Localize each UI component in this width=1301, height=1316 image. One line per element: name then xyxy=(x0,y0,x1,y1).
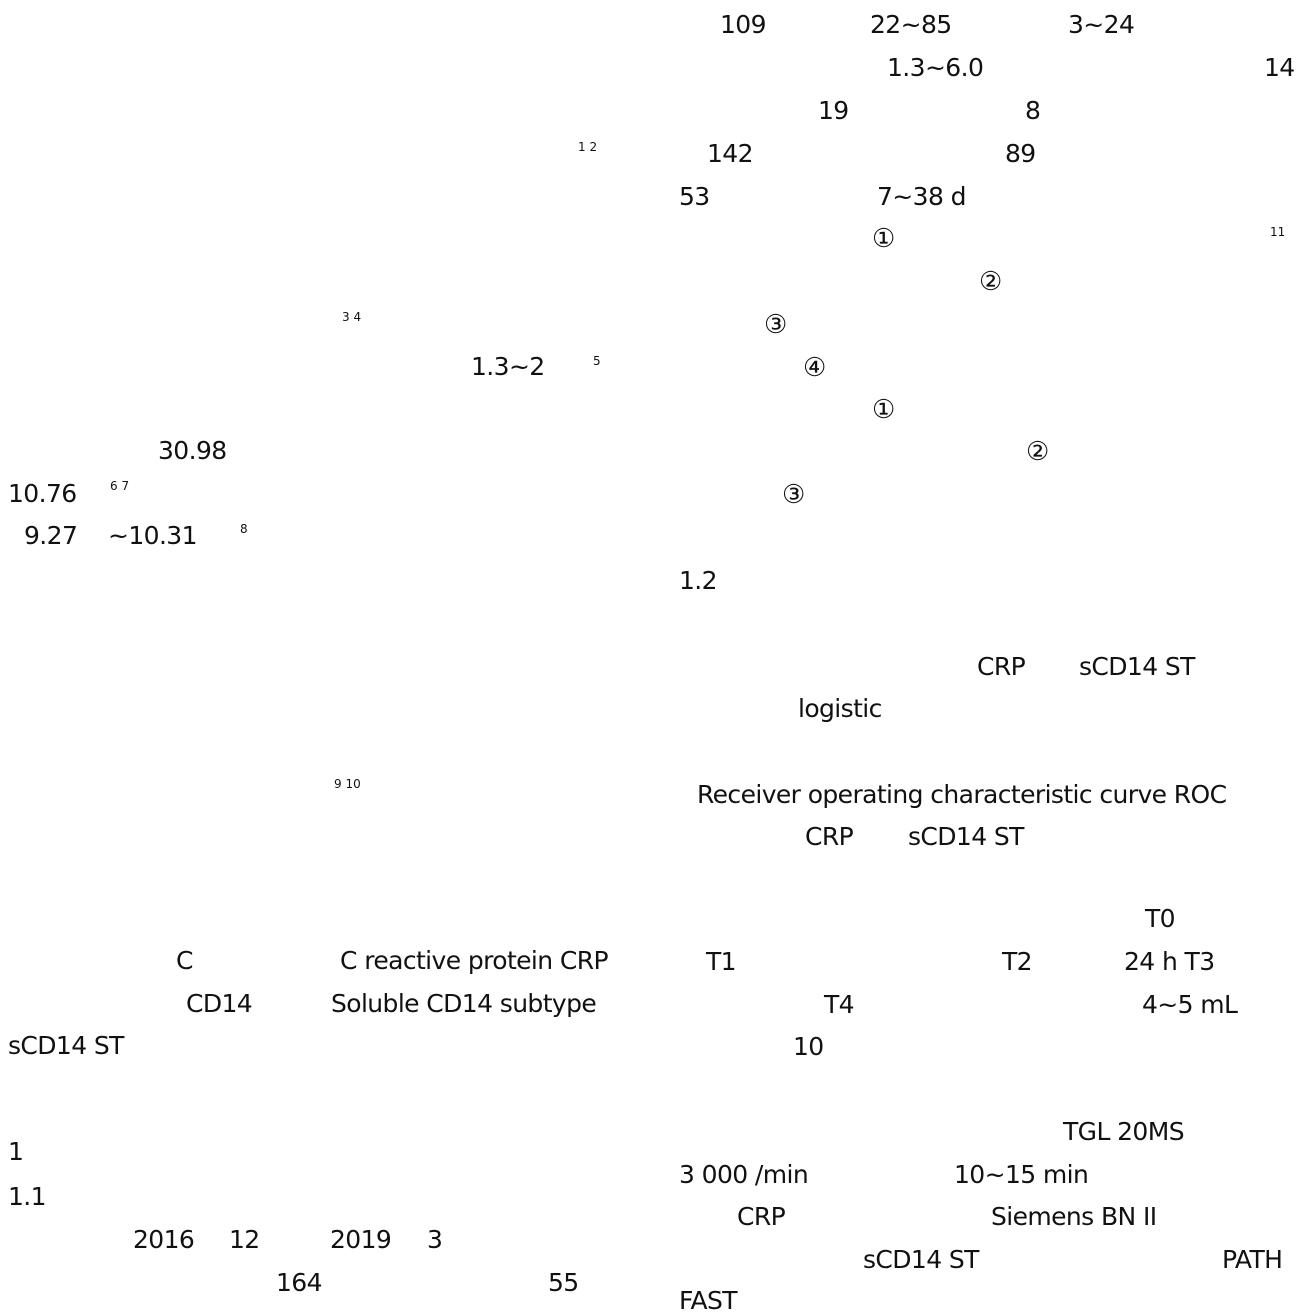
numeric-value: 10.76 xyxy=(8,479,77,508)
circled-numeral: ② xyxy=(1026,437,1049,467)
term-text: CRP xyxy=(805,822,854,851)
numeric-value: 19 xyxy=(818,96,849,125)
time-point: T0 xyxy=(1145,904,1176,933)
section-heading: 1 xyxy=(8,1137,24,1166)
numeric-value: 89 xyxy=(1005,139,1036,168)
time-point: T4 xyxy=(824,990,855,1019)
numeric-value: 3 xyxy=(427,1225,443,1254)
numeric-range: 1.3~6.0 xyxy=(887,53,984,82)
numeric-range: 22~85 xyxy=(870,10,952,39)
time-point: 24 h T3 xyxy=(1124,947,1215,976)
numeric-value: 30.98 xyxy=(158,436,227,465)
term-text: CD14 xyxy=(186,989,253,1018)
subsection-heading: 1.1 xyxy=(8,1182,47,1211)
numeric-value: 109 xyxy=(720,10,767,39)
right-column: 109 22~85 3~24 1.3~6.0 14 19 8 142 89 53… xyxy=(650,0,1301,1315)
citation-ref: 8 xyxy=(240,522,248,536)
term-text: FAST xyxy=(679,1286,738,1315)
numeric-range: 1.3~2 xyxy=(471,352,545,381)
circled-numeral: ④ xyxy=(803,353,826,383)
numeric-value: 10 xyxy=(793,1032,824,1061)
term-text: logistic xyxy=(798,694,882,723)
citation-ref: 3 4 xyxy=(342,310,362,324)
circled-numeral: ③ xyxy=(782,480,805,510)
numeric-value: 2016 xyxy=(133,1225,195,1254)
time-point: T2 xyxy=(1002,947,1033,976)
term-text: sCD14 ST xyxy=(863,1245,979,1274)
term-text: Siemens BN II xyxy=(991,1202,1157,1231)
term-text: TGL 20MS xyxy=(1063,1117,1185,1146)
term-text: PATH xyxy=(1222,1245,1283,1274)
term-text: C reactive protein CRP xyxy=(340,946,609,975)
citation-ref: 9 10 xyxy=(334,777,361,791)
term-text: sCD14 ST xyxy=(908,822,1024,851)
citation-ref: 6 7 xyxy=(110,479,130,493)
numeric-value: 142 xyxy=(707,139,754,168)
numeric-value: 10~15 min xyxy=(954,1160,1089,1189)
numeric-value: 14 xyxy=(1264,53,1295,82)
term-text: CRP xyxy=(977,652,1026,681)
term-text: sCD14 ST xyxy=(1079,652,1195,681)
numeric-value: 8 xyxy=(1025,96,1041,125)
subsection-heading: 1.2 xyxy=(679,566,718,595)
term-text: CRP xyxy=(737,1202,786,1231)
numeric-value: 164 xyxy=(276,1268,323,1297)
numeric-value: 55 xyxy=(548,1268,579,1297)
citation-ref: 1 2 xyxy=(578,140,598,154)
term-text: Soluble CD14 subtype xyxy=(331,989,597,1018)
citation-ref: 11 xyxy=(1270,225,1286,239)
numeric-range: 7~38 d xyxy=(877,182,966,211)
term-text: Receiver operating characteristic curve … xyxy=(697,780,1227,809)
numeric-value: 9.27 xyxy=(24,521,78,550)
numeric-value: 3 000 /min xyxy=(679,1160,809,1189)
circled-numeral: ② xyxy=(979,267,1002,297)
circled-numeral: ① xyxy=(872,224,895,254)
numeric-value: 2019 xyxy=(330,1225,392,1254)
citation-ref: 5 xyxy=(593,354,601,368)
numeric-value: 53 xyxy=(679,182,710,211)
circled-numeral: ③ xyxy=(764,310,787,340)
circled-numeral: ① xyxy=(872,395,895,425)
numeric-range: 3~24 xyxy=(1068,10,1135,39)
left-column: 1 2 3 4 1.3~2 5 30.98 10.76 6 7 9.27 ~10… xyxy=(0,0,640,1310)
term-text: sCD14 ST xyxy=(8,1031,124,1060)
numeric-value: 4~5 mL xyxy=(1142,990,1238,1019)
numeric-value: 12 xyxy=(229,1225,260,1254)
time-point: T1 xyxy=(706,947,737,976)
numeric-value: ~10.31 xyxy=(108,521,198,550)
term-text: C xyxy=(176,946,193,975)
